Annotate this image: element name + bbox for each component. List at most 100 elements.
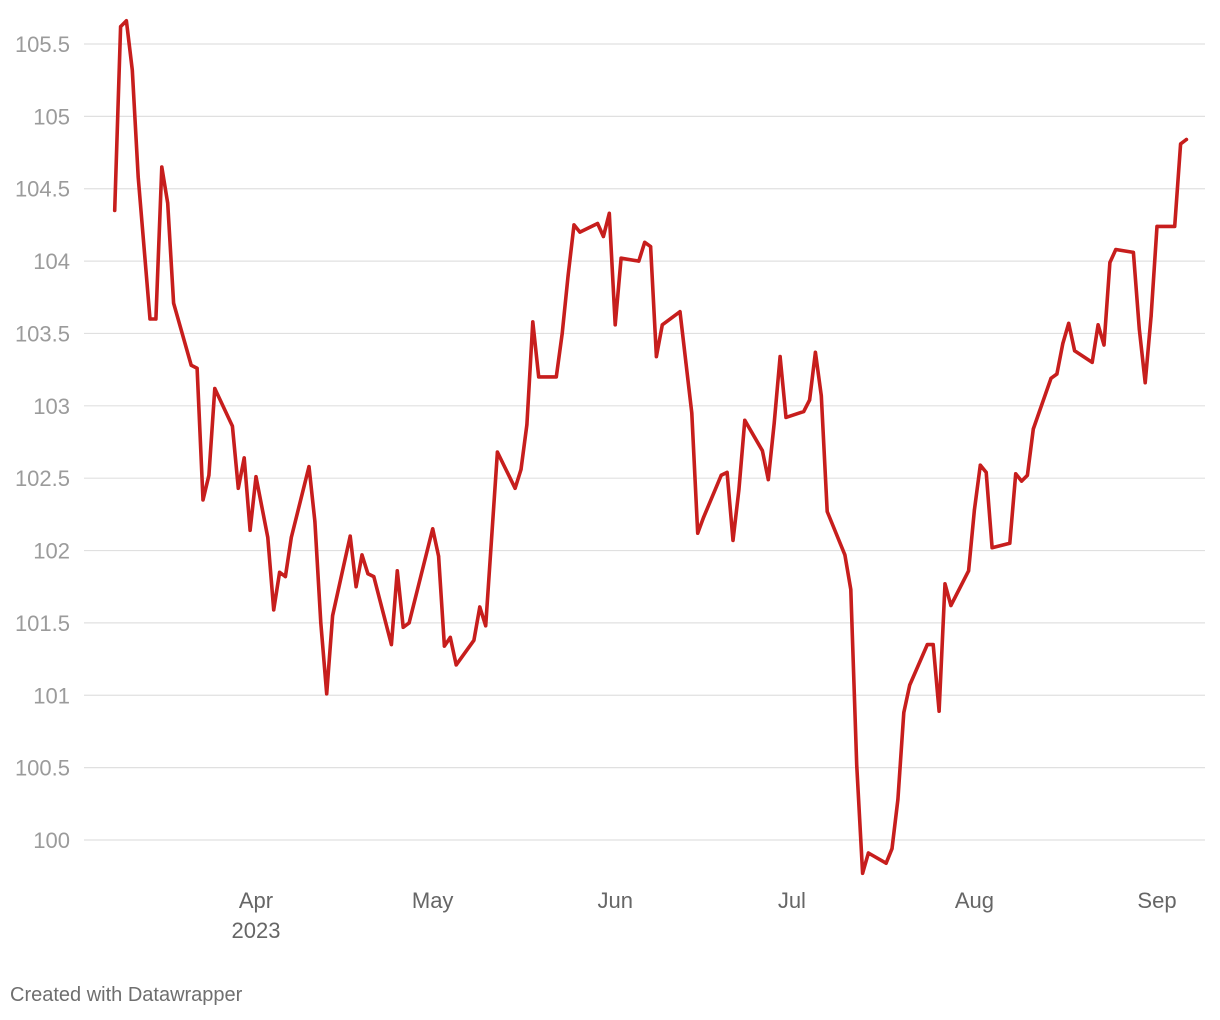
data-point [596, 221, 600, 226]
y-tick-label: 105.5 [15, 32, 70, 57]
data-point [578, 230, 582, 234]
data-point [978, 463, 982, 467]
data-point [148, 317, 152, 321]
data-point [1108, 260, 1112, 265]
data-point [990, 546, 994, 550]
data-point [130, 68, 134, 72]
data-point [242, 456, 246, 460]
data-point [684, 360, 688, 364]
data-point [560, 331, 564, 336]
data-point [1155, 224, 1159, 228]
data-point [808, 398, 812, 402]
y-tick-label: 103 [33, 394, 70, 419]
data-point [731, 538, 735, 543]
data-point [819, 394, 823, 398]
y-tick-label: 101 [33, 683, 70, 708]
data-point [513, 486, 517, 490]
data-point [702, 515, 706, 519]
data-point [566, 274, 570, 278]
data-point [325, 692, 329, 696]
y-axis-ticks: 105.5 105 104.5 104 103.5 103 102.5 102 101.5 101… [15, 32, 70, 853]
data-point [931, 643, 935, 647]
data-point [1073, 349, 1077, 353]
x-axis-ticks: Apr 2023 May Jun Jul Aug Sep [232, 888, 1177, 943]
data-point [484, 624, 488, 628]
data-point [1184, 137, 1188, 142]
y-tick-label: 104 [33, 249, 70, 274]
data-point [1149, 314, 1153, 318]
line-chart: 105.5 105 104.5 104 103.5 103 102.5 102 101.5 101… [15, 19, 1205, 943]
y-tick-label: 104.5 [15, 177, 70, 202]
data-point [690, 411, 694, 415]
data-point [760, 449, 765, 453]
series-layer [112, 19, 1189, 876]
data-point [307, 465, 311, 469]
data-point [136, 175, 140, 179]
data-point [678, 310, 682, 314]
data-point [884, 861, 888, 865]
y-tick-label: 103.5 [15, 321, 70, 346]
data-point [124, 19, 128, 23]
data-point [154, 317, 158, 321]
data-point [825, 509, 829, 514]
data-point [1055, 372, 1059, 376]
data-point [248, 528, 252, 532]
x-tick-label: Sep [1137, 888, 1176, 913]
data-point [725, 470, 729, 474]
data-point [113, 208, 117, 212]
data-point [230, 424, 234, 428]
data-point [572, 223, 576, 227]
data-point [908, 683, 912, 687]
data-point [354, 585, 358, 589]
data-point [401, 625, 405, 629]
y-tick-label: 100.5 [15, 756, 70, 781]
data-point [784, 415, 788, 419]
data-point [442, 644, 446, 648]
data-point [554, 375, 558, 379]
data-point [172, 301, 176, 305]
data-point [360, 553, 364, 557]
data-point [949, 603, 953, 608]
data-point [813, 350, 818, 354]
data-point [160, 165, 164, 169]
data-point [313, 520, 317, 524]
data-point [1143, 381, 1147, 385]
data-point [654, 355, 659, 359]
data-point [236, 486, 240, 490]
data-point [278, 570, 282, 574]
gridlines [84, 43, 1205, 841]
data-point [272, 608, 276, 612]
data-point [607, 211, 611, 215]
data-point [454, 663, 458, 667]
data-point [254, 475, 258, 479]
data-point [478, 605, 482, 609]
data-point [766, 478, 770, 482]
data-point [619, 256, 623, 260]
data-point [972, 508, 977, 512]
data-point [472, 638, 476, 642]
series-line [112, 19, 1189, 876]
data-point [495, 450, 499, 454]
data-point [213, 386, 217, 391]
data-point [925, 643, 929, 647]
data-point [937, 709, 941, 713]
data-point [601, 234, 606, 239]
data-point [207, 473, 211, 477]
data-point [1173, 224, 1177, 228]
data-point [660, 323, 664, 327]
x-tick-label: Aug [955, 888, 994, 913]
x-tick-label: Apr [239, 888, 273, 913]
data-point [372, 575, 376, 579]
data-point [637, 259, 641, 263]
data-point [283, 575, 287, 579]
data-point [395, 569, 399, 573]
data-point [843, 553, 847, 557]
data-point [613, 323, 617, 327]
data-point [778, 355, 782, 359]
x-tick-sublabel: 2023 [232, 918, 281, 943]
data-point [772, 421, 776, 425]
data-point [195, 366, 199, 370]
data-point [1061, 342, 1065, 346]
data-point [119, 25, 123, 29]
data-point [896, 797, 900, 802]
